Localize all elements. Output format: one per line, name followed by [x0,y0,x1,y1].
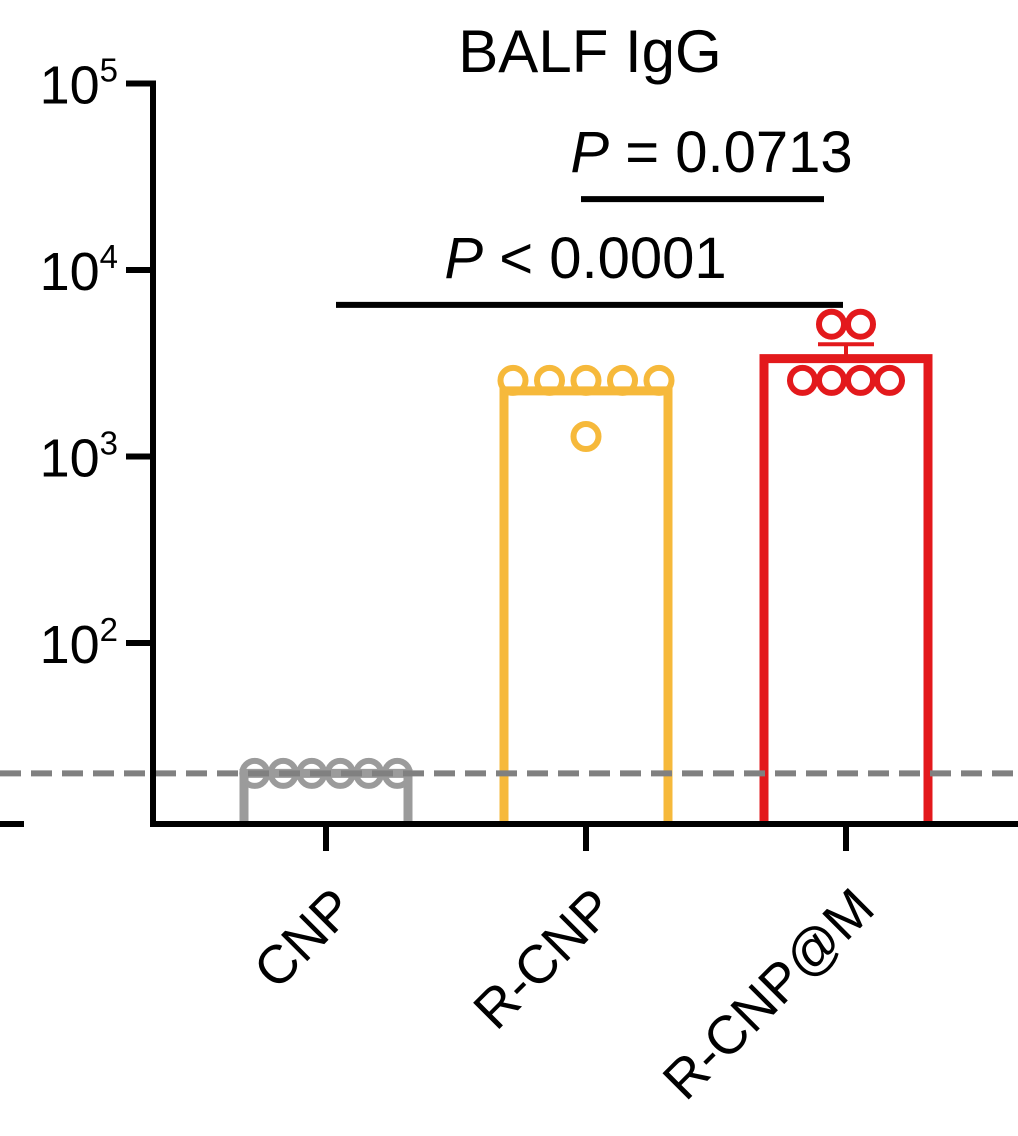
chart-title: BALF IgG [458,18,721,85]
x-tick-label: CNP [243,877,366,1000]
p-value-label: P = 0.0713 [570,120,852,185]
data-point [816,364,847,396]
bar-cnp [239,768,413,824]
data-point [845,364,876,396]
y-tick-label: 103 [40,425,118,489]
y-tick-label: 105 [40,52,118,116]
data-point [787,364,818,396]
y-tick-label: 102 [40,611,118,675]
data-point [570,421,602,453]
data-point [845,308,876,340]
data-point [570,364,602,396]
data-point [816,308,847,340]
x-tick-label: R-CNP [462,877,625,1040]
y-tick-label: 104 [40,238,118,302]
data-point [607,364,638,396]
bar-r-cnp-m [759,354,933,824]
bar-r-cnp [499,386,673,824]
data-point [643,364,675,396]
plot-area: 102 103 104 105 CNP R-CNP R-CNP@M P < 0.0001 P =… [0,52,1018,1111]
x-tick-label: R-CNP@M [652,877,886,1111]
p-value-label: P < 0.0001 [444,226,726,291]
data-point [534,364,565,396]
data-point [497,364,529,396]
data-point [874,364,905,396]
